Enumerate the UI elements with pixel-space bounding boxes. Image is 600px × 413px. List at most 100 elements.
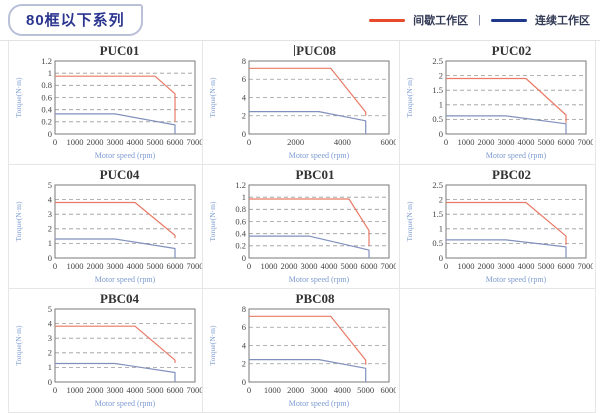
continuous-zone-curve <box>55 238 176 258</box>
y-axis-label: Torque(N·m) <box>405 77 414 117</box>
chart-title: PUC01 <box>99 43 140 58</box>
y-tick-label: 0.8 <box>235 204 246 214</box>
y-tick-label: 2 <box>48 348 52 358</box>
x-tick-label: 5000 <box>357 385 374 395</box>
chart-frame <box>445 184 587 259</box>
y-tick-label: 0.5 <box>432 114 443 124</box>
x-tick-label: 4000 <box>334 137 351 147</box>
y-tick-label: 0.2 <box>235 241 246 251</box>
y-tick-label: 4 <box>48 194 53 204</box>
chart-plot: 0 2 4 6 8 0 1000 2000 3000 4000 5000 6000 Motor spee… <box>208 304 398 408</box>
y-tick-label: 1.2 <box>235 182 246 190</box>
y-tick-label: 1 <box>439 100 443 110</box>
x-tick-label: 0 <box>247 137 251 147</box>
continuous-zone-curve <box>249 358 367 382</box>
intermittent-zone-curve <box>249 198 370 246</box>
chart-cell-PUC08: PUC08 0 2 4 6 8 0 2000 4000 6000 Motor speed (rpm)… <box>203 41 400 165</box>
y-tick-label: 2 <box>439 70 443 80</box>
x-tick-label: 4000 <box>334 385 351 395</box>
chart-frame <box>248 60 390 135</box>
y-tick-label: 0 <box>439 253 443 263</box>
legend-label-continuous: 连续工作区 <box>535 15 590 27</box>
chart-title: PBC08 <box>295 291 335 306</box>
chart-title: PBC02 <box>492 167 531 182</box>
y-tick-label: 1.5 <box>432 85 443 95</box>
x-axis-label: Motor speed (rpm) <box>486 275 547 284</box>
x-tick-label: 7000 <box>578 137 594 147</box>
y-tick-label: 6 <box>242 322 246 332</box>
x-tick-label: 3000 <box>498 261 515 271</box>
y-tick-label: 0 <box>48 253 52 263</box>
x-tick-label: 3000 <box>498 137 515 147</box>
y-tick-label: 5 <box>48 182 52 190</box>
y-tick-label: 4 <box>242 92 247 102</box>
legend-label-intermittent: 间歇工作区 <box>413 15 469 27</box>
continuous-zone-curve <box>446 115 567 134</box>
continuous-zone-curve <box>446 239 567 258</box>
x-tick-label: 2000 <box>287 385 304 395</box>
chart-plot: 0 0.5 1 1.5 2 2.5 0 1000 2000 3000 4000 5000 6000 700… <box>405 180 595 284</box>
series-badge: 80框以下系列 <box>8 4 143 36</box>
chart-plot: 0 1 2 3 4 5 0 1000 2000 3000 4000 5000 6000 7000 Motor… <box>14 180 202 284</box>
y-tick-label: 2 <box>242 111 246 121</box>
y-tick-label: 6 <box>242 74 246 84</box>
x-tick-label: 5000 <box>538 261 555 271</box>
x-tick-label: 1000 <box>67 137 84 147</box>
x-tick-label: 2000 <box>478 137 495 147</box>
x-tick-label: 4000 <box>127 385 144 395</box>
chart-plot: 00.20.40.60.811.20 1000 2000 3000 4000 5000 60… <box>14 56 203 160</box>
chart-cell-PUC02: PUC02 0 0.5 1 1.5 2 2.5 0 1000 2000 3000 4000 5000 60… <box>400 41 596 165</box>
text-cursor <box>294 45 296 56</box>
legend-separator: | <box>478 14 481 26</box>
x-tick-label: 2000 <box>287 137 304 147</box>
chart-title: PUC08 <box>294 43 336 58</box>
x-tick-label: 1000 <box>67 261 84 271</box>
intermittent-zone-curve <box>55 325 176 363</box>
x-tick-label: 0 <box>247 261 251 271</box>
x-tick-label: 1000 <box>264 385 281 395</box>
x-tick-label: 4000 <box>321 261 338 271</box>
x-tick-label: 6000 <box>381 137 397 147</box>
continuous-zone-curve <box>55 113 176 134</box>
x-tick-label: 2000 <box>281 261 298 271</box>
x-tick-label: 6000 <box>558 137 575 147</box>
chart-title: PUC02 <box>491 43 532 58</box>
y-axis-label: Torque(N·m) <box>405 201 414 241</box>
y-tick-label: 0.2 <box>41 117 52 127</box>
chart-plot: 0 0.5 1 1.5 2 2.5 0 1000 2000 3000 4000 5000 6000 700… <box>405 56 595 160</box>
x-tick-label: 5000 <box>147 385 164 395</box>
x-tick-label: 7000 <box>381 261 397 271</box>
chart-cell-PBC08: PBC08 0 2 4 6 8 0 1000 2000 3000 4000 5000 6000 Motor… <box>203 289 400 413</box>
x-tick-label: 0 <box>53 261 57 271</box>
x-tick-label: 3000 <box>107 385 124 395</box>
x-axis-label: Motor speed (rpm) <box>95 151 156 160</box>
y-tick-label: 0.4 <box>41 104 52 114</box>
chart-cell-PBC01: PBC01 0 0.2 0.4 0.6 0.8 1 1.2 0 1000 2000 3000 4000 5… <box>203 165 400 289</box>
y-tick-label: 0.8 <box>41 80 52 90</box>
x-tick-label: 6000 <box>381 385 397 395</box>
header: 80框以下系列 间歇工作区 | 连续工作区 <box>0 0 600 41</box>
x-tick-label: 1000 <box>458 137 475 147</box>
x-tick-label: 1000 <box>458 261 475 271</box>
chart-title: PUC04 <box>99 167 140 182</box>
y-tick-label: 3 <box>48 333 52 343</box>
y-tick-label: 3 <box>48 209 52 219</box>
x-tick-label: 3000 <box>107 261 124 271</box>
empty-cell <box>400 289 596 413</box>
y-axis-label: Torque(N·m) <box>208 325 217 365</box>
x-tick-label: 7000 <box>187 137 203 147</box>
y-tick-label: 1 <box>242 192 246 202</box>
chart-frame <box>248 184 390 259</box>
x-tick-label: 4000 <box>518 137 535 147</box>
chart-title: PBC01 <box>295 167 335 182</box>
chart-title: PBC04 <box>100 291 139 306</box>
x-tick-label: 0 <box>444 261 448 271</box>
y-tick-label: 1 <box>48 238 52 248</box>
x-tick-label: 0 <box>444 137 448 147</box>
y-tick-label: 0.5 <box>432 238 443 248</box>
x-tick-label: 0 <box>53 385 57 395</box>
chart-plot: 0 2 4 6 8 0 2000 4000 6000 Motor speed (rpm) Torqu… <box>208 56 398 160</box>
y-axis-label: Torque(N·m) <box>14 201 23 241</box>
y-axis-label: Torque(N·m) <box>14 325 23 365</box>
